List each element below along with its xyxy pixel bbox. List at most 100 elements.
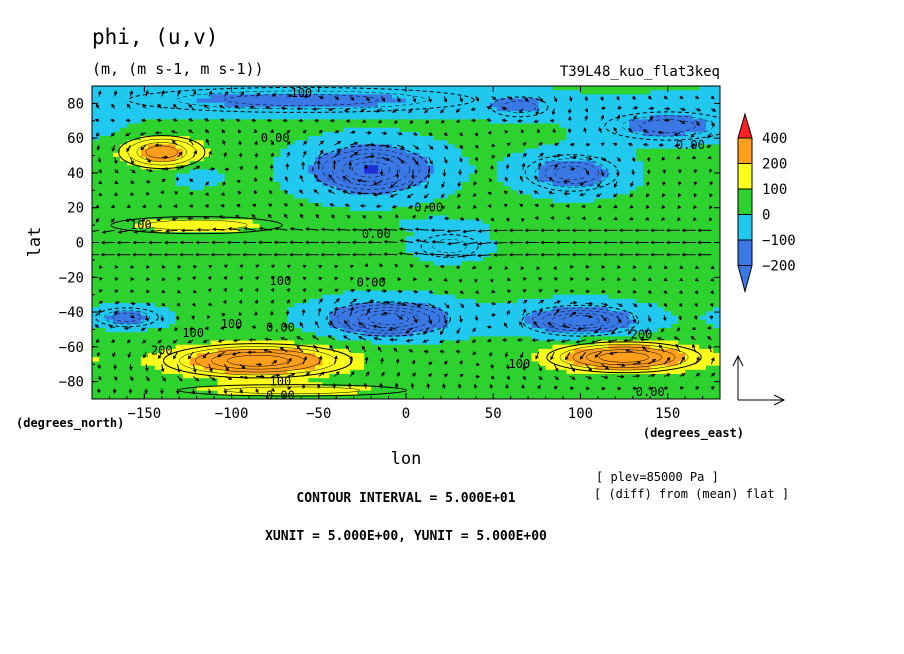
field-cell (440, 244, 449, 250)
field-cell (203, 165, 212, 171)
field-cell (182, 307, 191, 312)
field-cell (231, 232, 240, 237)
field-cell (273, 115, 282, 120)
field-cell (657, 156, 665, 162)
field-cell (706, 248, 714, 254)
field-cell (608, 186, 616, 191)
field-cell (336, 290, 344, 296)
field-cell (378, 102, 386, 108)
field-cell (92, 273, 100, 279)
field-cell (657, 282, 665, 287)
field-cell (454, 106, 463, 112)
field-cell (371, 219, 379, 225)
field-cell (678, 144, 686, 150)
field-cell (133, 94, 142, 100)
field-cell (692, 311, 700, 317)
field-cell (343, 98, 351, 104)
field-cell (287, 173, 295, 179)
field-cell (231, 186, 240, 191)
field-cell (685, 173, 693, 179)
field-cell (545, 173, 554, 179)
field-cell (573, 311, 582, 317)
field-cell (210, 298, 219, 304)
field-cell (245, 265, 254, 271)
field-cell (678, 211, 686, 216)
field-cell (426, 252, 435, 258)
field-cell (489, 181, 498, 187)
field-cell (287, 265, 295, 271)
field-cell (343, 282, 351, 287)
field-cell (168, 294, 177, 300)
field-cell (112, 286, 121, 292)
field-cell (252, 202, 261, 208)
field-cell (706, 223, 714, 229)
field-cell (252, 181, 261, 187)
field-cell (154, 98, 163, 104)
field-cell (650, 136, 658, 141)
field-cell (399, 248, 407, 254)
field-cell (175, 307, 184, 312)
field-cell (147, 252, 156, 258)
field-cell (154, 282, 163, 287)
field-cell (399, 232, 407, 237)
field-cell (98, 140, 107, 146)
field-cell (105, 148, 114, 154)
field-cell (154, 123, 163, 129)
field-cell (671, 190, 679, 196)
field-cell (517, 290, 526, 296)
field-cell (294, 286, 302, 292)
field-cell (692, 269, 700, 275)
field-cell (545, 269, 554, 275)
field-cell (552, 202, 561, 208)
field-cell (517, 248, 526, 254)
field-cell (399, 131, 407, 137)
field-cell (678, 198, 686, 204)
field-cell (636, 286, 644, 292)
field-cell (594, 98, 602, 104)
field-cell (385, 244, 393, 250)
field-cell (433, 286, 442, 292)
field-cell (657, 219, 665, 225)
field-cell (196, 282, 205, 287)
field-cell (559, 211, 568, 216)
field-cell (161, 186, 170, 191)
field-cell (273, 127, 282, 133)
field-cell (182, 131, 191, 137)
field-cell (545, 177, 554, 183)
field-cell (252, 131, 261, 137)
field-cell (510, 111, 519, 116)
field-cell (105, 294, 114, 300)
field-cell (189, 194, 198, 200)
field-cell (210, 273, 219, 279)
field-cell (559, 86, 568, 91)
field-cell (468, 198, 477, 204)
field-cell (378, 257, 386, 262)
field-cell (650, 119, 658, 125)
field-cell (706, 282, 714, 287)
field-cell (475, 269, 484, 275)
field-cell (531, 144, 540, 150)
field-cell (587, 123, 596, 129)
field-cell (475, 223, 484, 229)
field-cell (412, 265, 421, 271)
field-cell (629, 144, 637, 150)
field-cell (182, 219, 191, 225)
field-cell (461, 144, 470, 150)
field-cell (231, 156, 240, 162)
field-cell (419, 273, 428, 279)
field-cell (496, 303, 505, 308)
field-cell (496, 94, 505, 100)
field-cell (196, 186, 205, 191)
field-cell (378, 123, 386, 129)
field-cell (524, 173, 533, 179)
field-cell (315, 111, 323, 116)
field-cell (489, 169, 498, 175)
field-cell (140, 123, 149, 129)
field-cell (545, 282, 554, 287)
field-cell (657, 298, 665, 304)
field-cell (650, 307, 658, 312)
field-cell (252, 198, 261, 204)
field-cell (175, 198, 184, 204)
field-cell (433, 94, 442, 100)
field-cell (531, 152, 540, 158)
